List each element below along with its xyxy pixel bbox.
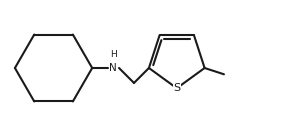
Text: N: N	[109, 63, 117, 73]
Text: H: H	[110, 50, 117, 59]
Text: S: S	[173, 83, 180, 93]
